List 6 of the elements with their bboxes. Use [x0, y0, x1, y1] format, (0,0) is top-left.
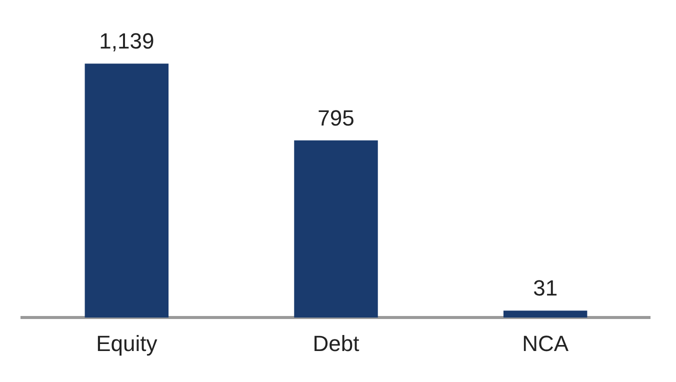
data-label: 1,139 [99, 28, 154, 54]
data-label: 795 [318, 105, 354, 130]
x-tick-label: Equity [96, 330, 158, 356]
data-label: 31 [533, 276, 558, 301]
x-tick-label: Debt [312, 330, 360, 356]
x-tick-label: NCA [522, 330, 569, 356]
